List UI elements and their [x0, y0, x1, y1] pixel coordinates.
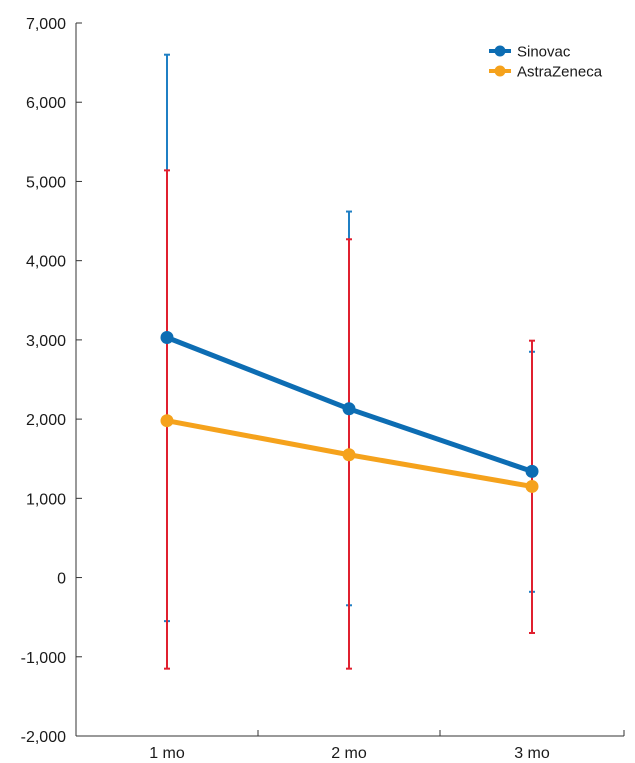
y-tick-label: 4,000 — [26, 254, 66, 271]
y-tick-label: -1,000 — [21, 650, 66, 667]
x-axis: 1 mo 2 mo 3 mo — [76, 730, 625, 762]
data-point-astrazeneca — [525, 479, 539, 493]
y-axis: -2,000 -1,000 0 1,000 2,000 3,000 4,000 5,000 6,… — [21, 16, 82, 746]
data-point-sinovac — [342, 402, 356, 416]
legend: Sinovac AstraZeneca — [489, 44, 603, 81]
series-lines — [160, 331, 539, 493]
data-point-astrazeneca — [160, 414, 174, 428]
legend-swatch-dot-astrazeneca — [494, 65, 506, 77]
x-tick-label: 2 mo — [331, 745, 367, 762]
y-tick-label: 2,000 — [26, 412, 66, 429]
y-tick-label: -2,000 — [21, 729, 66, 746]
data-point-astrazeneca — [342, 448, 356, 462]
x-tick-label: 1 mo — [149, 745, 185, 762]
y-tick-label: 6,000 — [26, 95, 66, 112]
y-tick-label: 7,000 — [26, 16, 66, 33]
data-point-sinovac — [525, 464, 539, 478]
legend-swatch-dot-sinovac — [494, 45, 506, 57]
y-tick-label: 3,000 — [26, 333, 66, 350]
y-tick-label: 1,000 — [26, 491, 66, 508]
y-tick-label: 0 — [57, 571, 66, 588]
x-tick-label: 3 mo — [514, 745, 550, 762]
y-tick-label: 5,000 — [26, 174, 66, 191]
legend-label-astrazeneca: AstraZeneca — [517, 64, 603, 81]
legend-label-sinovac: Sinovac — [517, 44, 571, 61]
data-point-sinovac — [160, 331, 174, 345]
error-bars — [164, 53, 535, 670]
